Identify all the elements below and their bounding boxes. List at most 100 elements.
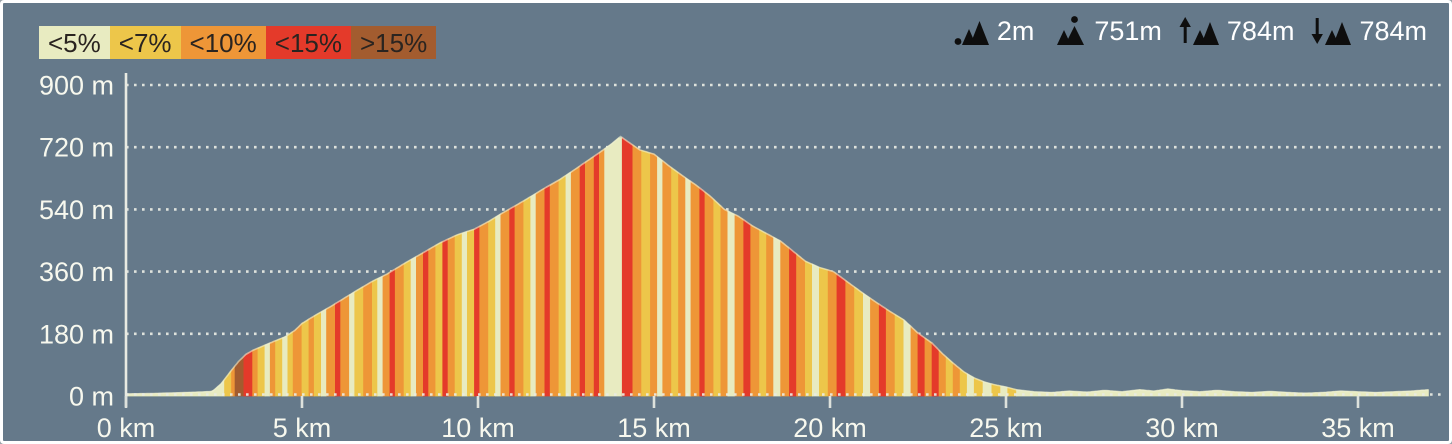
- gradient-segment-c7: [488, 216, 497, 397]
- gradient-segment-c10: [428, 244, 437, 397]
- x-tick-label: 30 km: [1145, 413, 1219, 443]
- gradient-segment-c10: [308, 315, 315, 397]
- gradient-segment-c5: [903, 319, 912, 397]
- gradient-segment-c7: [454, 232, 463, 397]
- gradient-legend: <5% <7% <10% <15% >15%: [39, 26, 437, 59]
- gradient-segment-c7: [819, 266, 829, 397]
- gradient-segment-c7: [641, 149, 651, 397]
- gradient-segment-c7: [713, 198, 722, 397]
- gradient-segment-c7: [275, 337, 284, 397]
- gradient-segment-c10: [269, 340, 277, 397]
- total-ascent-icon: [1179, 16, 1221, 46]
- gradient-segment-c10: [678, 172, 687, 397]
- x-tick-label: 5 km: [273, 413, 332, 443]
- gradient-segment-c10: [599, 147, 606, 397]
- stat-value: 784m: [1226, 15, 1295, 46]
- gradient-segment-c10: [394, 263, 405, 397]
- gradient-segment-c5: [727, 210, 736, 397]
- gradient-segment-c10: [585, 155, 595, 397]
- gradient-segment-c10: [690, 180, 701, 397]
- gradient-segment-c10: [720, 205, 729, 397]
- gradient-segment-c10: [632, 144, 643, 397]
- gradient-segment-c10: [845, 279, 855, 397]
- gradient-segment-c7: [301, 318, 310, 397]
- stat-value: 784m: [1359, 15, 1427, 46]
- x-tick-label: 25 km: [969, 413, 1043, 443]
- gradient-segment-c10: [326, 302, 336, 397]
- gradient-segment-c10: [252, 347, 259, 397]
- gradient-segment-c7: [523, 195, 532, 397]
- stat-min-elevation: 2m: [954, 15, 1035, 46]
- gradient-segment-c10: [734, 213, 745, 397]
- stat-max-elevation: 751m: [1051, 16, 1162, 46]
- gradient-segment-c10: [766, 232, 775, 397]
- gradient-segment-c5: [604, 137, 623, 397]
- gradient-segment-c15: [593, 151, 600, 397]
- gradient-segment-c10: [870, 297, 880, 397]
- min-elevation-icon: [954, 16, 991, 46]
- legend-item-c10: <10%: [180, 26, 266, 59]
- gradient-segment-c15: [836, 273, 847, 397]
- gradient-segment-c7: [558, 174, 567, 397]
- x-tick-label: 0 km: [97, 413, 156, 443]
- gradient-segment-c7: [759, 229, 767, 397]
- x-tick-label: 10 km: [441, 413, 515, 443]
- gradient-segment-c5: [495, 213, 502, 397]
- stat-value: 2m: [996, 15, 1035, 46]
- gradient-segment-c10: [500, 208, 511, 397]
- x-tick-label: 20 km: [793, 413, 867, 443]
- gradient-segment-c10: [514, 200, 525, 397]
- gradient-segment-c15: [878, 303, 887, 397]
- gradient-segment-c7: [403, 258, 412, 397]
- gradient-segment-c10: [924, 337, 933, 397]
- gradient-segment-c5: [530, 192, 537, 397]
- gradient-segment-c7: [257, 344, 266, 397]
- gradient-segment-c15: [544, 184, 551, 397]
- max-elevation-icon: [1051, 16, 1088, 46]
- gradient-segment-c15: [334, 299, 342, 397]
- y-tick-label: 180 m: [39, 319, 114, 349]
- gradient-segment-c5: [461, 230, 468, 397]
- gradient-segment-c5: [349, 290, 356, 397]
- x-tick-label: 35 km: [1321, 413, 1395, 443]
- legend-item-c15p: >15%: [351, 26, 437, 59]
- gradient-segment-c15: [931, 342, 940, 397]
- gradient-segment-c7: [287, 330, 294, 397]
- gradient-segment-c15: [389, 268, 396, 397]
- gradient-segment-c10: [910, 325, 919, 397]
- gradient-segment-c5: [773, 236, 782, 397]
- gradient-segment-c15: [243, 349, 254, 397]
- gradient-segment-c7: [805, 260, 813, 397]
- gradient-segment-c5: [320, 308, 328, 397]
- gradient-segment-c15: [743, 219, 752, 397]
- legend-item-c15: <15%: [265, 26, 351, 59]
- gradient-segment-c10: [479, 220, 490, 397]
- gradient-segment-c7: [894, 313, 905, 397]
- gradient-segment-c10: [292, 322, 303, 397]
- gradient-segment-c5: [863, 292, 871, 397]
- gradient-segment-c15p: [234, 355, 245, 397]
- gradient-segment-c10: [382, 271, 391, 397]
- legend-item-c7: <7%: [109, 26, 181, 59]
- gradient-segment-c7: [354, 285, 365, 397]
- gradient-segment-c5: [264, 342, 271, 397]
- gradient-segment-c15: [509, 205, 516, 397]
- gradient-segment-c5: [282, 334, 289, 397]
- gradient-segment-c7: [435, 240, 444, 397]
- gradient-segment-c7: [313, 311, 322, 397]
- gradient-segment-c15: [474, 225, 481, 397]
- gradient-segment-c5: [377, 275, 384, 397]
- gradient-segment-c10: [780, 240, 790, 397]
- total-descent-icon: [1311, 16, 1353, 46]
- gradient-segment-c5: [410, 255, 417, 397]
- gradient-segment-c5: [657, 156, 664, 397]
- stat-total-descent: 784m: [1311, 16, 1427, 46]
- stat-total-ascent: 784m: [1179, 15, 1295, 46]
- y-tick-label: 360 m: [39, 257, 114, 287]
- gradient-segment-c10: [750, 224, 760, 397]
- profile-outline: [126, 135, 1429, 395]
- y-tick-label: 720 m: [39, 133, 114, 163]
- y-tick-label: 900 m: [39, 70, 114, 100]
- y-tick-label: 540 m: [39, 195, 114, 225]
